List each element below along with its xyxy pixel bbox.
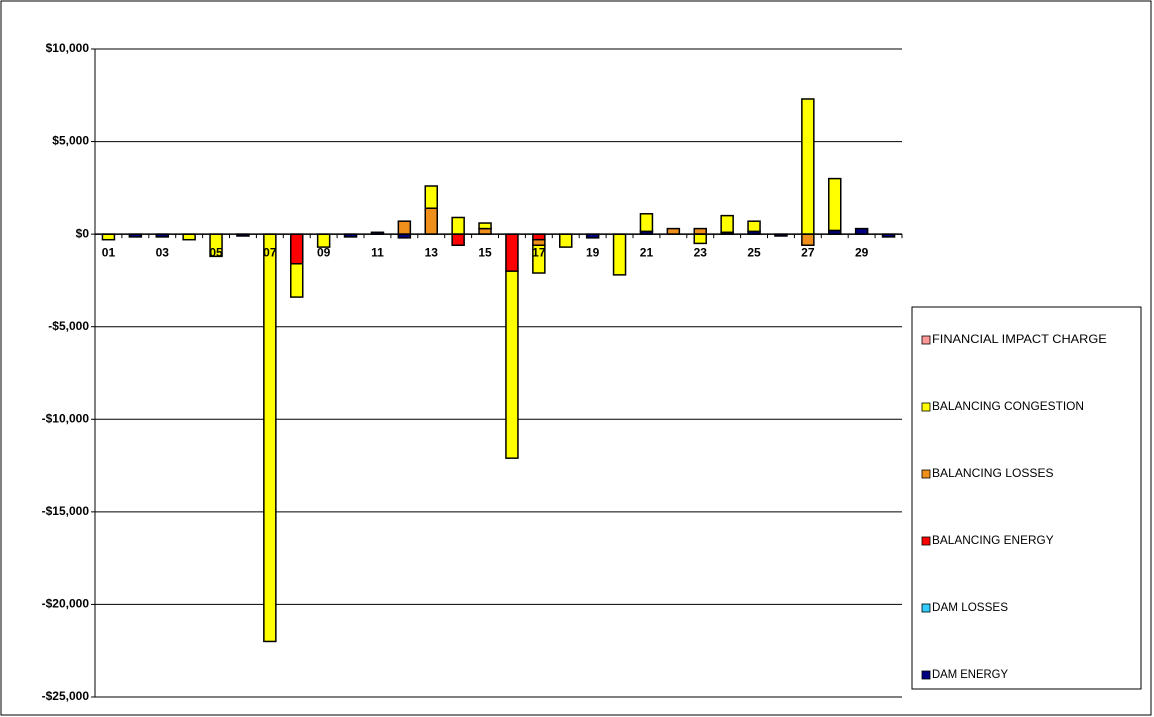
x-tick-label: 05: [209, 245, 223, 259]
bar-segment: [397, 220, 412, 235]
legend-label: BALANCING CONGESTION: [932, 399, 1084, 413]
bar-segment: [666, 227, 681, 235]
y-tick-label: $5,000: [52, 134, 89, 148]
y-tick-label: -$25,000: [42, 689, 90, 703]
bar-segment: [720, 214, 734, 234]
legend-box: [911, 306, 1142, 690]
bar-segment: [182, 233, 196, 241]
bar-segment: [801, 98, 815, 235]
bar-segment: [559, 233, 573, 248]
bar-segment: [532, 233, 546, 241]
x-tick-label: 11: [371, 245, 384, 259]
legend-label: DAM ENERGY: [932, 667, 1008, 681]
bar-segment: [505, 233, 519, 272]
legend-swatch: [921, 603, 931, 613]
x-tick-label: 13: [425, 245, 439, 259]
bar-segment: [451, 233, 465, 247]
legend-label: BALANCING ENERGY: [932, 533, 1054, 547]
bar-segment: [828, 177, 842, 232]
legend-swatch: [921, 335, 931, 345]
x-tick-label: 15: [478, 245, 492, 259]
bar-segment: [801, 233, 815, 247]
bar-segment: [693, 233, 707, 245]
bar-segment: [478, 222, 492, 230]
x-tick-label: 03: [156, 245, 170, 259]
legend-label: FINANCIAL IMPACT CHARGE: [932, 332, 1107, 346]
x-tick-label: 09: [317, 245, 331, 259]
bar-segment: [505, 270, 519, 459]
x-tick-label: 21: [640, 245, 654, 259]
x-tick-label: 01: [102, 245, 116, 259]
bar-segment: [263, 233, 277, 643]
y-tick-label: -$10,000: [42, 411, 90, 425]
bar-segment: [854, 227, 869, 235]
y-tick-label: -$20,000: [42, 597, 90, 611]
bar-segment: [478, 227, 492, 235]
bar-segment: [424, 185, 438, 209]
x-tick-label: 19: [586, 245, 600, 259]
bar-segment: [612, 233, 627, 276]
x-tick-label: 23: [694, 245, 708, 259]
legend-label: BALANCING LOSSES: [932, 466, 1054, 480]
y-tick-label: -$5,000: [48, 319, 89, 333]
x-tick-label: 25: [747, 245, 761, 259]
bar-segment: [290, 263, 304, 298]
bar-segment: [747, 220, 761, 233]
legend-label: DAM LOSSES: [932, 600, 1008, 614]
bar-segment: [290, 233, 304, 265]
bar-segment: [101, 233, 116, 241]
legend-swatch: [921, 469, 931, 479]
legend-swatch: [921, 402, 931, 412]
y-tick-label: $10,000: [46, 41, 90, 55]
bar-segment: [451, 216, 465, 235]
x-tick-label: 29: [855, 245, 869, 259]
x-tick-label: 07: [263, 245, 277, 259]
legend-swatch: [921, 670, 931, 680]
y-tick-label: -$15,000: [42, 504, 90, 518]
bar-segment: [693, 227, 707, 235]
x-tick-label: 27: [801, 245, 815, 259]
bar-segment: [532, 244, 546, 274]
y-tick-label: $0: [76, 226, 90, 240]
bar-segment: [424, 207, 438, 235]
bar-segment: [639, 213, 654, 233]
x-tick-label: 17: [532, 245, 546, 259]
legend-swatch: [921, 536, 931, 546]
